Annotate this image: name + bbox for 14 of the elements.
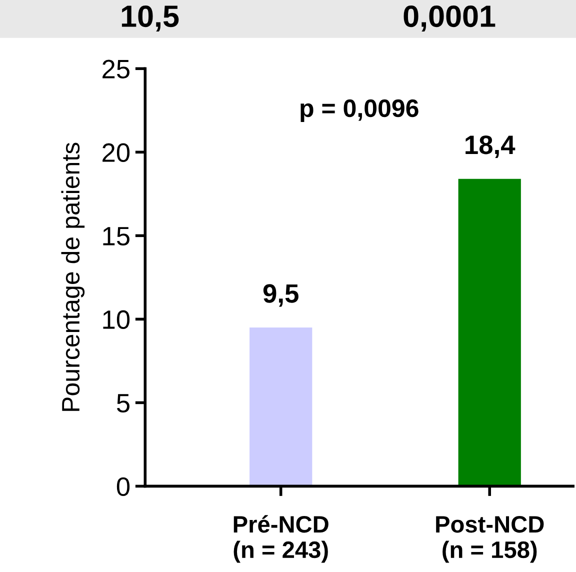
x-tick-label: Post-NCD (n = 158) xyxy=(436,516,544,563)
x-tick-label: Pré-NCD (n = 243) xyxy=(234,515,328,563)
y-tick-label: 5 xyxy=(116,394,130,413)
y-tick-label: 0 xyxy=(116,477,130,496)
annotation: p = 0,0096 xyxy=(300,99,418,122)
y-tick-label: 20 xyxy=(102,143,130,162)
text: 0,0001 xyxy=(404,5,496,32)
y-tick-label: 10 xyxy=(103,310,130,329)
y-tick-label: 25 xyxy=(102,60,130,78)
text: 10,5 xyxy=(122,5,179,32)
y-tick-label: 15 xyxy=(103,227,130,246)
data-label: 9,5 xyxy=(263,284,298,307)
y-axis-title: Pourcentage de patients xyxy=(61,142,85,411)
data-label: 18,4 xyxy=(466,136,516,158)
